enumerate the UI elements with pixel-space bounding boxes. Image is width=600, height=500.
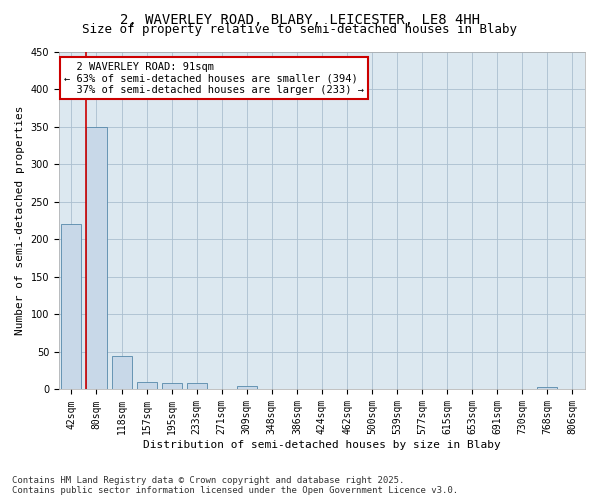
Text: 2, WAVERLEY ROAD, BLABY, LEICESTER, LE8 4HH: 2, WAVERLEY ROAD, BLABY, LEICESTER, LE8 … — [120, 12, 480, 26]
Text: Size of property relative to semi-detached houses in Blaby: Size of property relative to semi-detach… — [83, 22, 517, 36]
X-axis label: Distribution of semi-detached houses by size in Blaby: Distribution of semi-detached houses by … — [143, 440, 501, 450]
Bar — [161, 384, 182, 390]
Bar — [237, 386, 257, 390]
Bar — [137, 382, 157, 390]
Bar — [112, 356, 131, 390]
Bar — [86, 126, 107, 390]
Bar — [61, 224, 82, 390]
Text: 2 WAVERLEY ROAD: 91sqm
← 63% of semi-detached houses are smaller (394)
  37% of : 2 WAVERLEY ROAD: 91sqm ← 63% of semi-det… — [64, 62, 364, 95]
Y-axis label: Number of semi-detached properties: Number of semi-detached properties — [15, 106, 25, 335]
Text: Contains HM Land Registry data © Crown copyright and database right 2025.
Contai: Contains HM Land Registry data © Crown c… — [12, 476, 458, 495]
Bar — [187, 384, 207, 390]
Bar — [538, 387, 557, 390]
